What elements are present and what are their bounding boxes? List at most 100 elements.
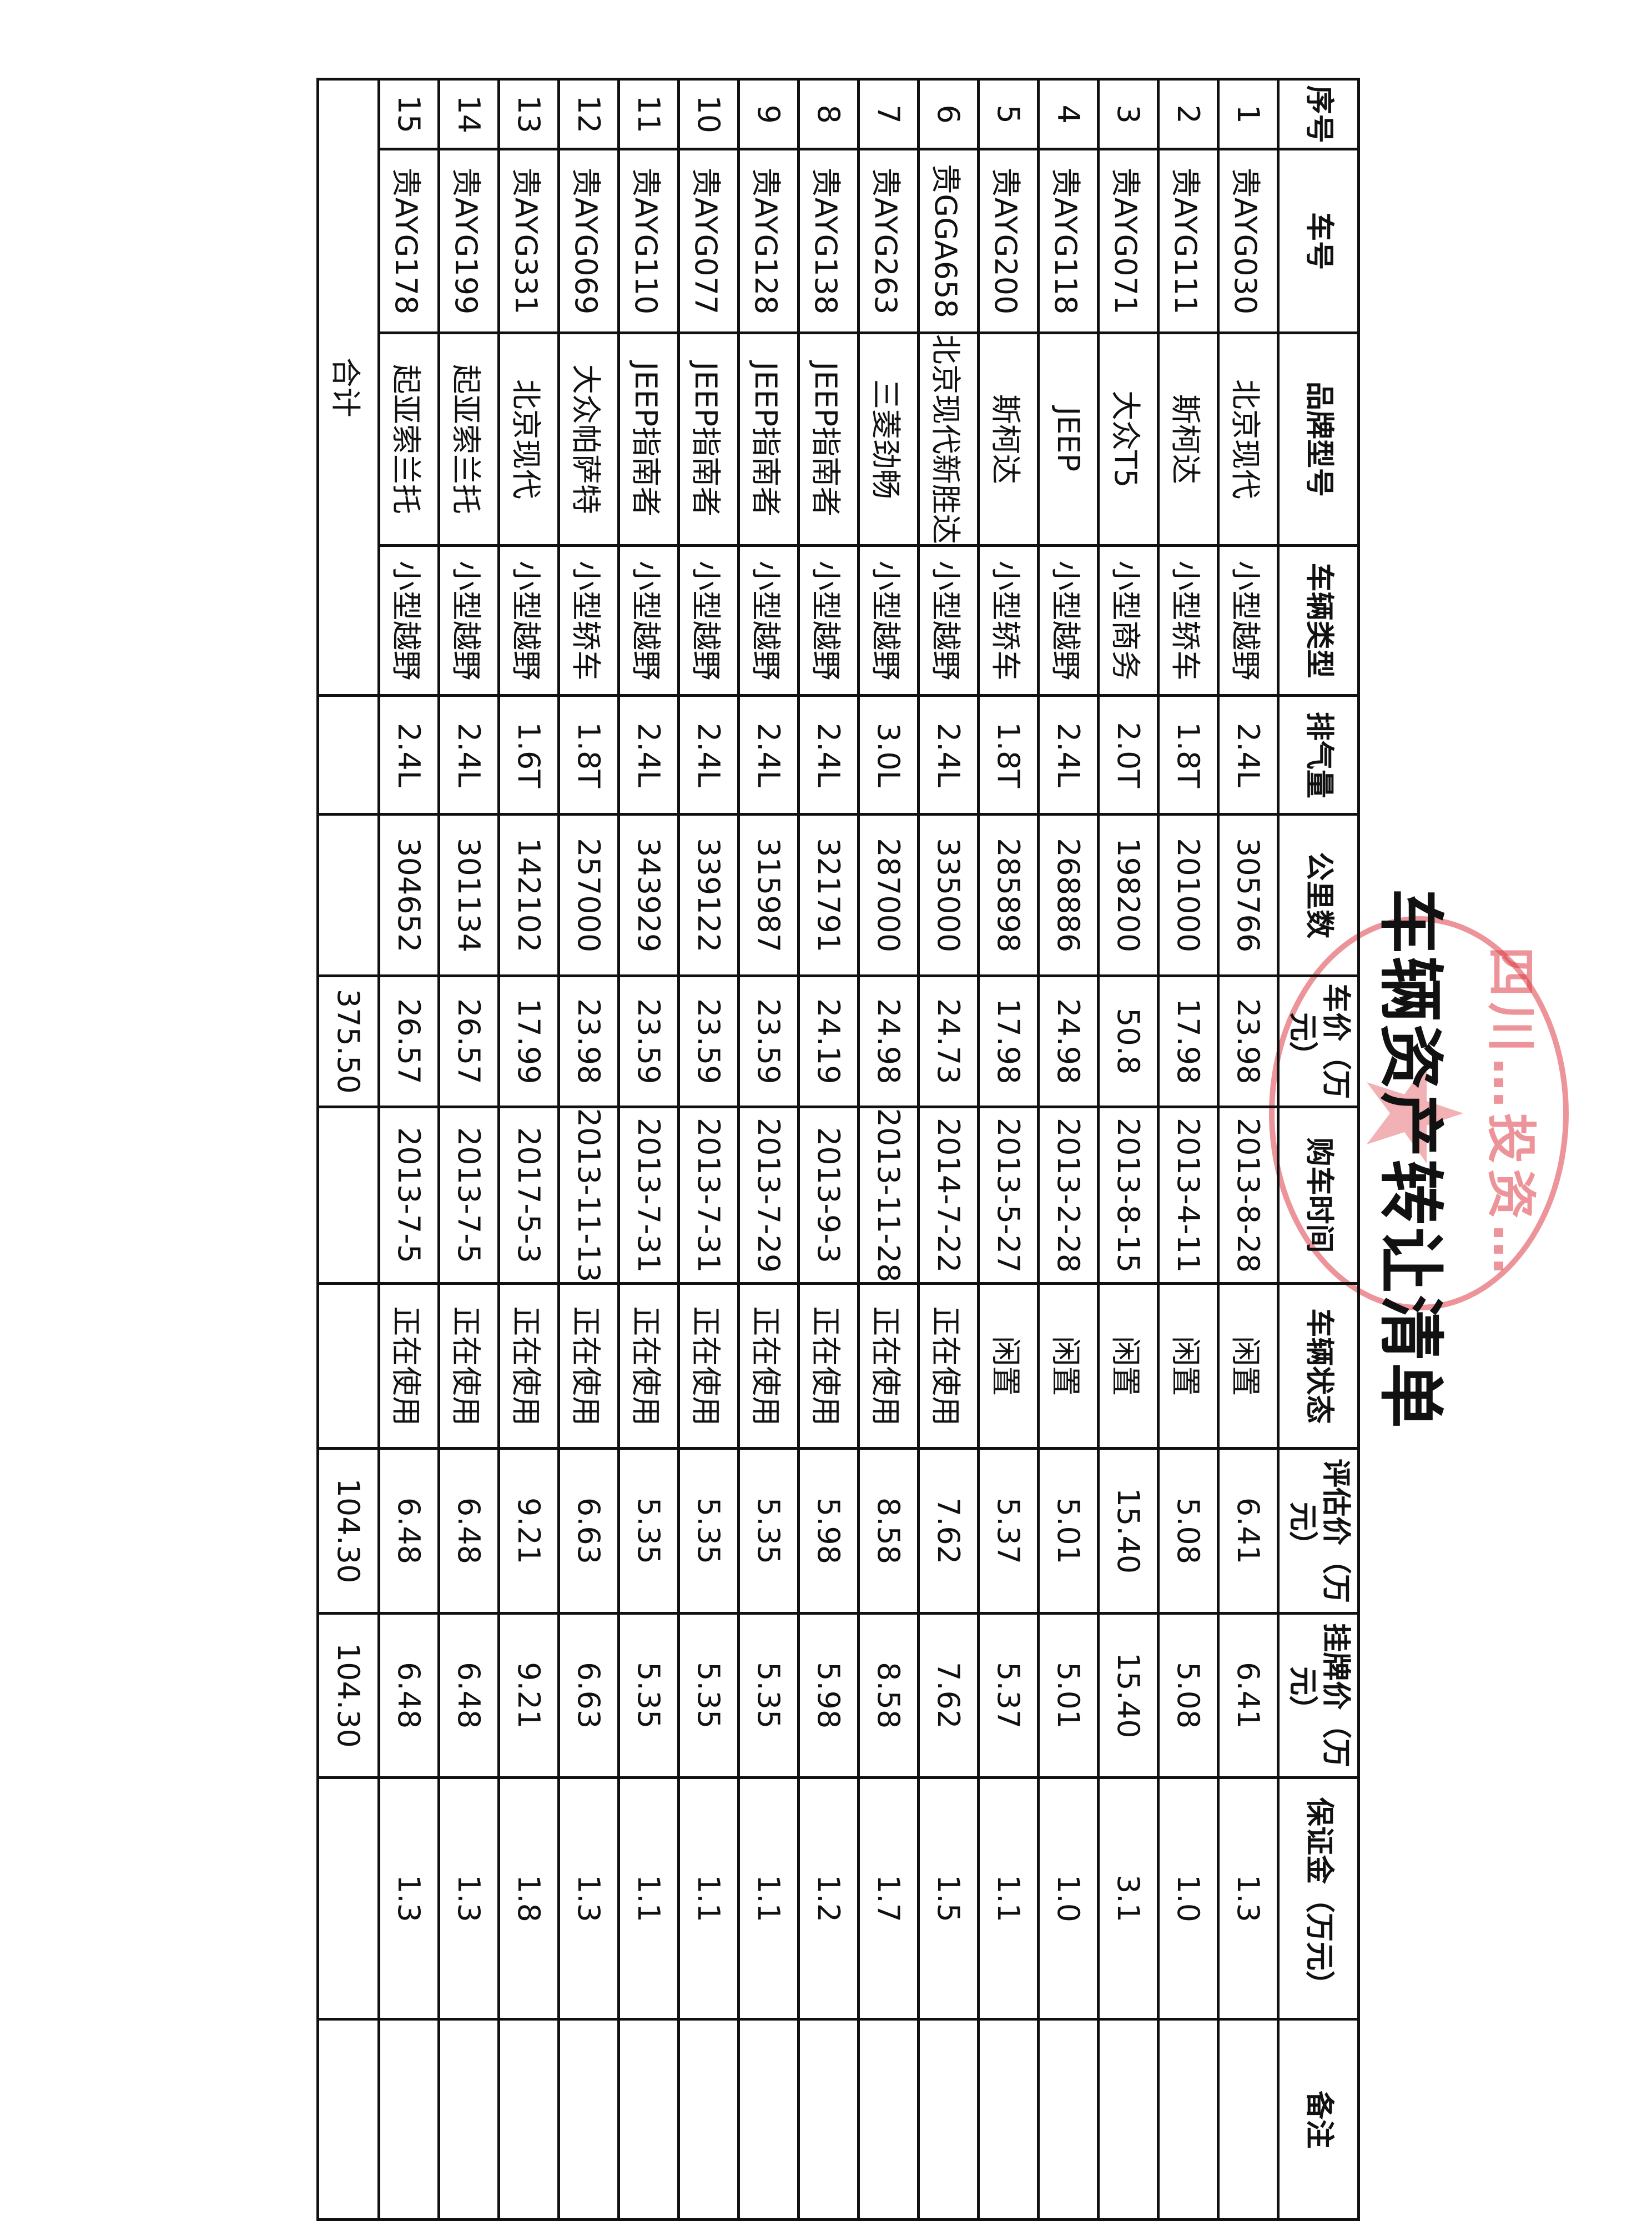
- table-row: 13 贵AYG331 北京现代 小型越野 1.6T 142102 17.99 2017-5-3…: [498, 79, 559, 2220]
- cell-purchase-date: 2013-11-13: [558, 1107, 619, 1284]
- header-mileage: 公里数: [1278, 814, 1359, 976]
- cell-mileage: 339122: [678, 814, 739, 976]
- cell-displacement: 2.4L: [439, 695, 499, 815]
- cell-vehicle-status: 正在使用: [678, 1283, 739, 1449]
- cell-listing-price: 5.37: [978, 1613, 1039, 1778]
- header-vehicle-status: 车辆状态: [1278, 1283, 1359, 1449]
- cell-index: 8: [798, 79, 859, 149]
- cell-brand-model: JEEP指南者: [798, 333, 859, 546]
- cell-brand-model: JEEP指南者: [678, 333, 739, 546]
- cell-car-price: 50.8: [1098, 976, 1159, 1107]
- cell-mileage: 305766: [1218, 814, 1278, 976]
- total-label: 合计: [318, 79, 379, 696]
- cell-plate-number: 贵AYG263: [858, 149, 919, 333]
- cell-remarks: [439, 2019, 499, 2220]
- cell-purchase-date: 2013-9-3: [798, 1107, 859, 1284]
- table-row: 5 贵AYG200 斯柯达 小型轿车 1.8T 285898 17.98 2013-5-27 闲…: [978, 79, 1039, 2220]
- cell-displacement: 2.0T: [1098, 695, 1159, 815]
- cell-index: 14: [439, 79, 499, 149]
- header-brand-model: 品牌型号: [1278, 333, 1359, 546]
- cell-purchase-date: 2013-8-15: [1098, 1107, 1159, 1284]
- cell-listing-price: 6.48: [379, 1613, 439, 1778]
- cell-brand-model: 起亚索兰托: [379, 333, 439, 546]
- cell-car-price: 24.98: [858, 976, 919, 1107]
- cell-purchase-date: 2013-7-5: [439, 1107, 499, 1284]
- cell-index: 6: [918, 79, 979, 149]
- cell-displacement: 2.4L: [1038, 695, 1099, 815]
- cell-index: 13: [498, 79, 559, 149]
- cell-vehicle-type: 小型商务: [1098, 545, 1159, 696]
- cell-car-price: 24.98: [1038, 976, 1099, 1107]
- cell-purchase-date: 2013-7-5: [379, 1107, 439, 1284]
- table-row: 3 贵AYG071 大众T5 小型商务 2.0T 198200 50.8 2013-8-15 闲…: [1098, 79, 1159, 2220]
- cell-remarks: [1038, 2019, 1099, 2220]
- cell-displacement: 3.0L: [858, 695, 919, 815]
- cell-vehicle-status: 闲置: [978, 1283, 1039, 1449]
- cell-index: 5: [978, 79, 1039, 149]
- cell-appraised-price: 8.58: [858, 1448, 919, 1614]
- cell-brand-model: 北京现代: [498, 333, 559, 546]
- cell-appraised-price: 5.35: [678, 1448, 739, 1614]
- cell-car-price: 23.98: [558, 976, 619, 1107]
- cell-purchase-date: 2013-7-31: [678, 1107, 739, 1284]
- cell-vehicle-type: 小型越野: [798, 545, 859, 696]
- total-row: 合计 375.50 104.30 104.30: [318, 79, 379, 2220]
- header-deposit: 保证金（万元）: [1278, 1777, 1359, 2019]
- cell-remarks: [498, 2019, 559, 2220]
- cell-listing-price: 7.62: [918, 1613, 979, 1778]
- cell-brand-model: 大众T5: [1098, 333, 1159, 546]
- header-appraised-price: 评估价（万元）: [1278, 1448, 1359, 1614]
- cell-displacement: 1.8T: [558, 695, 619, 815]
- cell-listing-price: 5.35: [618, 1613, 679, 1778]
- cell-purchase-date: 2017-5-3: [498, 1107, 559, 1284]
- cell-displacement: 2.4L: [678, 695, 739, 815]
- cell-appraised-price: 5.01: [1038, 1448, 1099, 1614]
- cell-remarks: [858, 2019, 919, 2220]
- table-row: 8 贵AYG138 JEEP指南者 小型越野 2.4L 321791 24.19 2013-9…: [798, 79, 859, 2220]
- cell-index: 10: [678, 79, 739, 149]
- header-row: 序号 车号 品牌型号 车辆类型 排气量 公里数 车价（万元） 购车时间 车辆状态 评估价（万元）挂…: [1278, 79, 1359, 2220]
- cell-vehicle-status: 正在使用: [558, 1283, 619, 1449]
- cell-appraised-price: 6.48: [439, 1448, 499, 1614]
- total-empty: [318, 2019, 379, 2220]
- cell-mileage: 285898: [978, 814, 1039, 976]
- table-row: 12 贵AYG069 大众帕萨特 小型轿车 1.8T 257000 23.98 2013-11…: [558, 79, 619, 2220]
- cell-remarks: [918, 2019, 979, 2220]
- header-car-price: 车价（万元）: [1278, 976, 1359, 1107]
- cell-vehicle-status: 正在使用: [618, 1283, 679, 1449]
- cell-appraised-price: 5.08: [1158, 1448, 1218, 1614]
- cell-plate-number: 贵AYG069: [558, 149, 619, 333]
- cell-appraised-price: 6.63: [558, 1448, 619, 1614]
- cell-remarks: [798, 2019, 859, 2220]
- cell-vehicle-type: 小型越野: [1218, 545, 1278, 696]
- cell-displacement: 1.6T: [498, 695, 559, 815]
- cell-plate-number: 贵AYG178: [379, 149, 439, 333]
- total-car-price: 375.50: [318, 976, 379, 1107]
- cell-car-price: 23.59: [678, 976, 739, 1107]
- cell-displacement: 1.8T: [978, 695, 1039, 815]
- cell-vehicle-status: 正在使用: [858, 1283, 919, 1449]
- cell-index: 11: [618, 79, 679, 149]
- cell-deposit: 1.1: [618, 1777, 679, 2019]
- cell-index: 1: [1218, 79, 1278, 149]
- cell-appraised-price: 6.48: [379, 1448, 439, 1614]
- cell-vehicle-type: 小型越野: [858, 545, 919, 696]
- table-row: 11 贵AYG110 JEEP指南者 小型越野 2.4L 343929 23.59 2013-…: [618, 79, 679, 2220]
- cell-brand-model: 北京现代: [1218, 333, 1278, 546]
- seal-text: 四川…投资…: [1482, 947, 1540, 1280]
- table-row: 2 贵AYG111 斯柯达 小型轿车 1.8T 201000 17.98 2013-4-11 闲…: [1158, 79, 1218, 2220]
- cell-vehicle-status: 闲置: [1158, 1283, 1218, 1449]
- total-empty: [318, 1777, 379, 2019]
- cell-plate-number: 贵AYG331: [498, 149, 559, 333]
- table-row: 1 贵AYG030 北京现代 小型越野 2.4L 305766 23.98 2013-8-28…: [1218, 79, 1278, 2220]
- cell-car-price: 23.98: [1218, 976, 1278, 1107]
- cell-vehicle-type: 小型越野: [498, 545, 559, 696]
- cell-vehicle-type: 小型越野: [379, 545, 439, 696]
- cell-mileage: 142102: [498, 814, 559, 976]
- cell-appraised-price: 5.35: [618, 1448, 679, 1614]
- cell-plate-number: 贵AYG138: [798, 149, 859, 333]
- cell-mileage: 201000: [1158, 814, 1218, 976]
- header-vehicle-type: 车辆类型: [1278, 545, 1359, 696]
- cell-remarks: [978, 2019, 1039, 2220]
